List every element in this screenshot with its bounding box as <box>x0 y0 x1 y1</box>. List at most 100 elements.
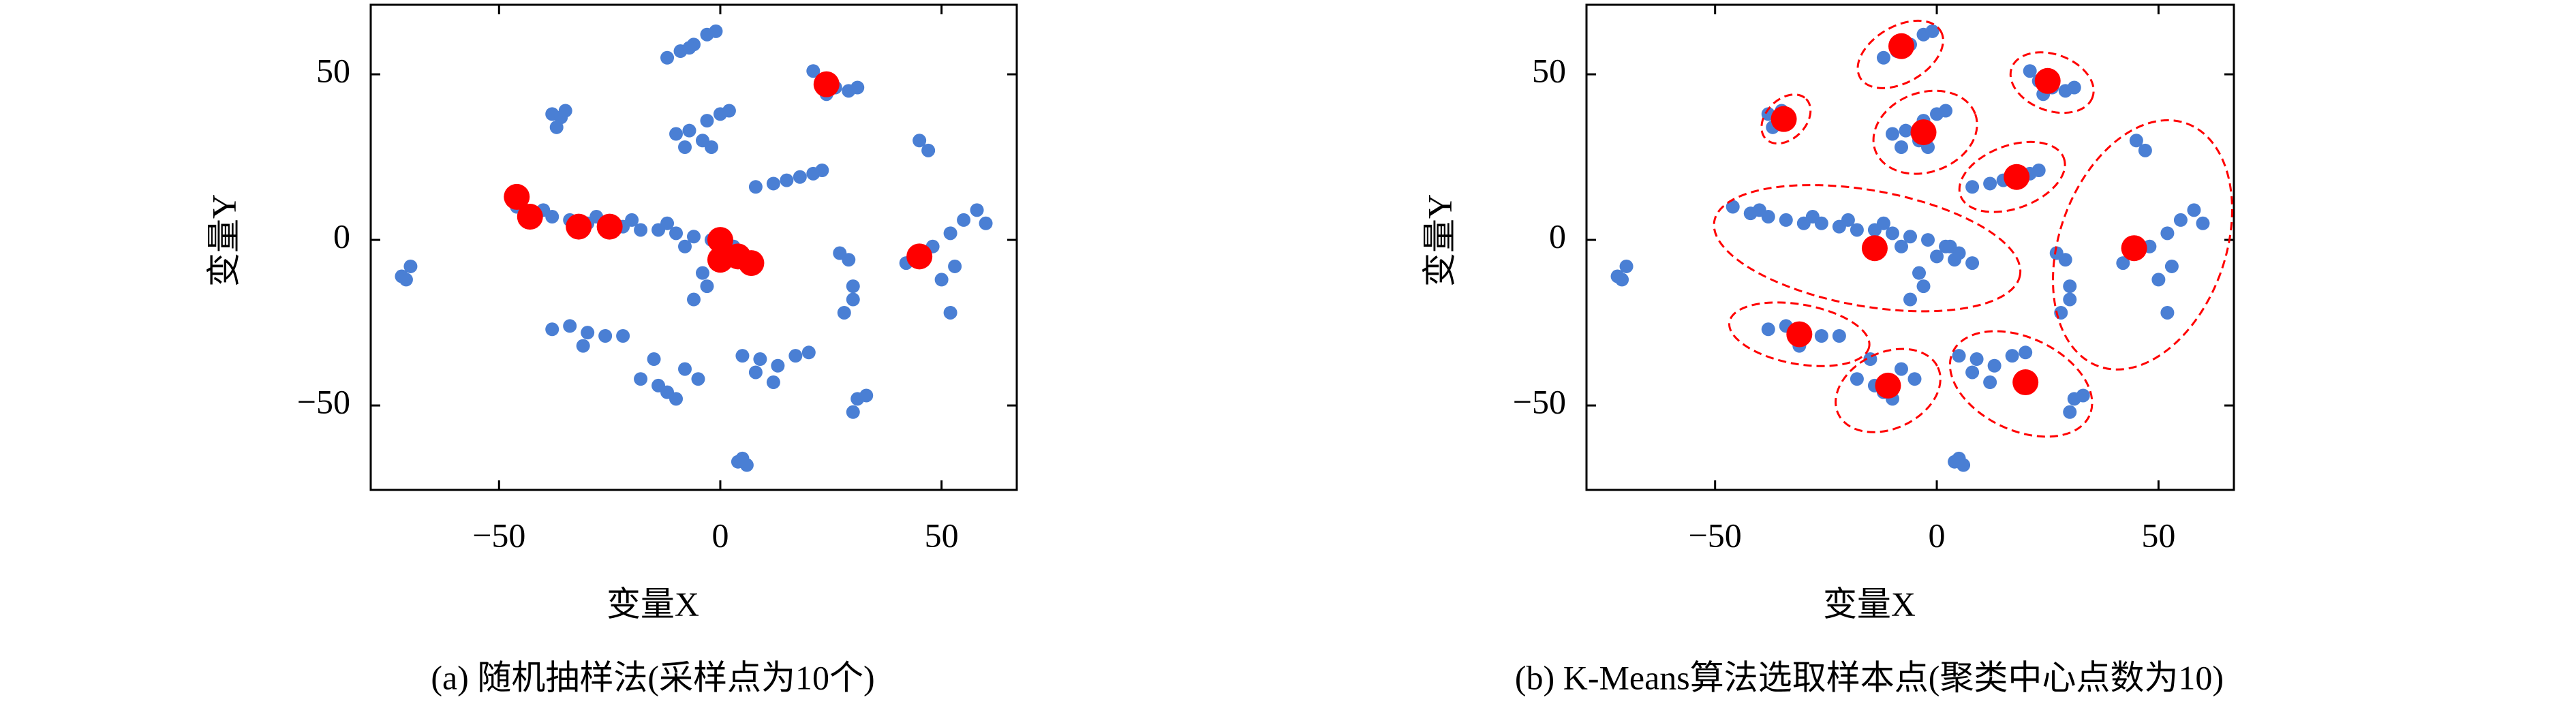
point <box>660 216 675 230</box>
point <box>1726 200 1740 214</box>
point <box>1894 239 1908 253</box>
point <box>707 227 733 253</box>
point <box>616 329 630 343</box>
point <box>1814 329 1828 343</box>
point <box>850 80 865 95</box>
point <box>700 279 714 294</box>
point <box>399 273 413 287</box>
point <box>687 292 701 307</box>
point <box>2076 388 2090 403</box>
cluster-ellipse <box>1948 330 2094 438</box>
point <box>815 164 829 178</box>
y-tick-label: 50 <box>316 52 350 90</box>
y-axis-label: 变量Y <box>1420 194 1458 287</box>
point <box>1943 239 1957 253</box>
point <box>1841 213 1855 227</box>
point <box>634 223 648 237</box>
y-tick-label: 0 <box>1549 217 1566 256</box>
point <box>669 127 684 141</box>
point <box>1983 176 1997 191</box>
x-tick-label: −50 <box>472 516 525 554</box>
cluster-ellipse <box>1760 93 1812 145</box>
point <box>1987 358 2002 373</box>
point <box>1965 256 1980 271</box>
point <box>2004 164 2030 190</box>
point <box>766 375 780 390</box>
point <box>598 329 613 343</box>
point <box>2138 143 2152 157</box>
point <box>735 349 750 363</box>
point <box>576 339 590 353</box>
point <box>2012 369 2039 396</box>
point <box>1952 451 1966 465</box>
point <box>517 204 543 230</box>
point <box>1894 140 1908 154</box>
cluster-ellipse <box>1958 140 2066 213</box>
point <box>846 405 860 419</box>
point <box>934 273 949 287</box>
point <box>2023 64 2037 78</box>
point <box>1916 279 1931 294</box>
point <box>1761 322 1775 337</box>
point <box>842 253 856 267</box>
cluster-ellipse <box>1856 19 1944 89</box>
x-axis-label: 变量X <box>607 585 699 623</box>
point <box>1903 230 1917 244</box>
point <box>780 173 794 187</box>
point <box>846 292 860 307</box>
point <box>1921 233 1935 247</box>
point <box>647 352 661 367</box>
point <box>1952 349 1966 363</box>
point <box>957 213 971 227</box>
point <box>682 123 696 138</box>
point <box>979 216 993 230</box>
cluster-ellipse <box>1872 89 1978 175</box>
point <box>2063 405 2077 419</box>
point <box>1969 352 1984 367</box>
point <box>1832 329 1846 343</box>
point <box>1885 127 1899 141</box>
point <box>1907 372 1922 386</box>
point <box>943 305 957 320</box>
point <box>1875 372 1901 399</box>
point <box>2063 279 2077 294</box>
point <box>771 358 785 373</box>
point <box>1805 210 1820 224</box>
cluster-ellipse <box>1835 348 1942 433</box>
point <box>1770 106 1797 132</box>
point <box>1910 119 1937 146</box>
point <box>738 250 765 277</box>
point <box>504 183 530 210</box>
x-tick-label: 50 <box>925 516 959 554</box>
point <box>2063 292 2077 307</box>
point <box>837 305 851 320</box>
point <box>625 213 639 227</box>
point <box>1752 203 1766 217</box>
point <box>1965 365 1980 380</box>
point <box>1876 50 1890 65</box>
point <box>682 41 696 55</box>
point <box>709 24 723 38</box>
point <box>813 71 840 97</box>
point <box>1903 292 1917 307</box>
point <box>948 259 962 273</box>
point <box>581 326 595 340</box>
point <box>2121 235 2147 262</box>
point <box>793 170 807 184</box>
point <box>846 279 860 294</box>
point <box>669 392 684 406</box>
point <box>704 140 718 154</box>
x-tick-label: 0 <box>1929 516 1946 554</box>
cluster-ellipse <box>2009 51 2095 114</box>
point <box>1925 24 1939 38</box>
point <box>748 180 763 194</box>
point <box>2031 164 2046 178</box>
point <box>678 362 692 376</box>
point <box>700 114 714 128</box>
point <box>1850 223 1864 237</box>
point <box>660 50 675 65</box>
point <box>691 372 705 386</box>
point <box>687 230 701 244</box>
point <box>678 239 692 253</box>
point <box>403 259 418 273</box>
